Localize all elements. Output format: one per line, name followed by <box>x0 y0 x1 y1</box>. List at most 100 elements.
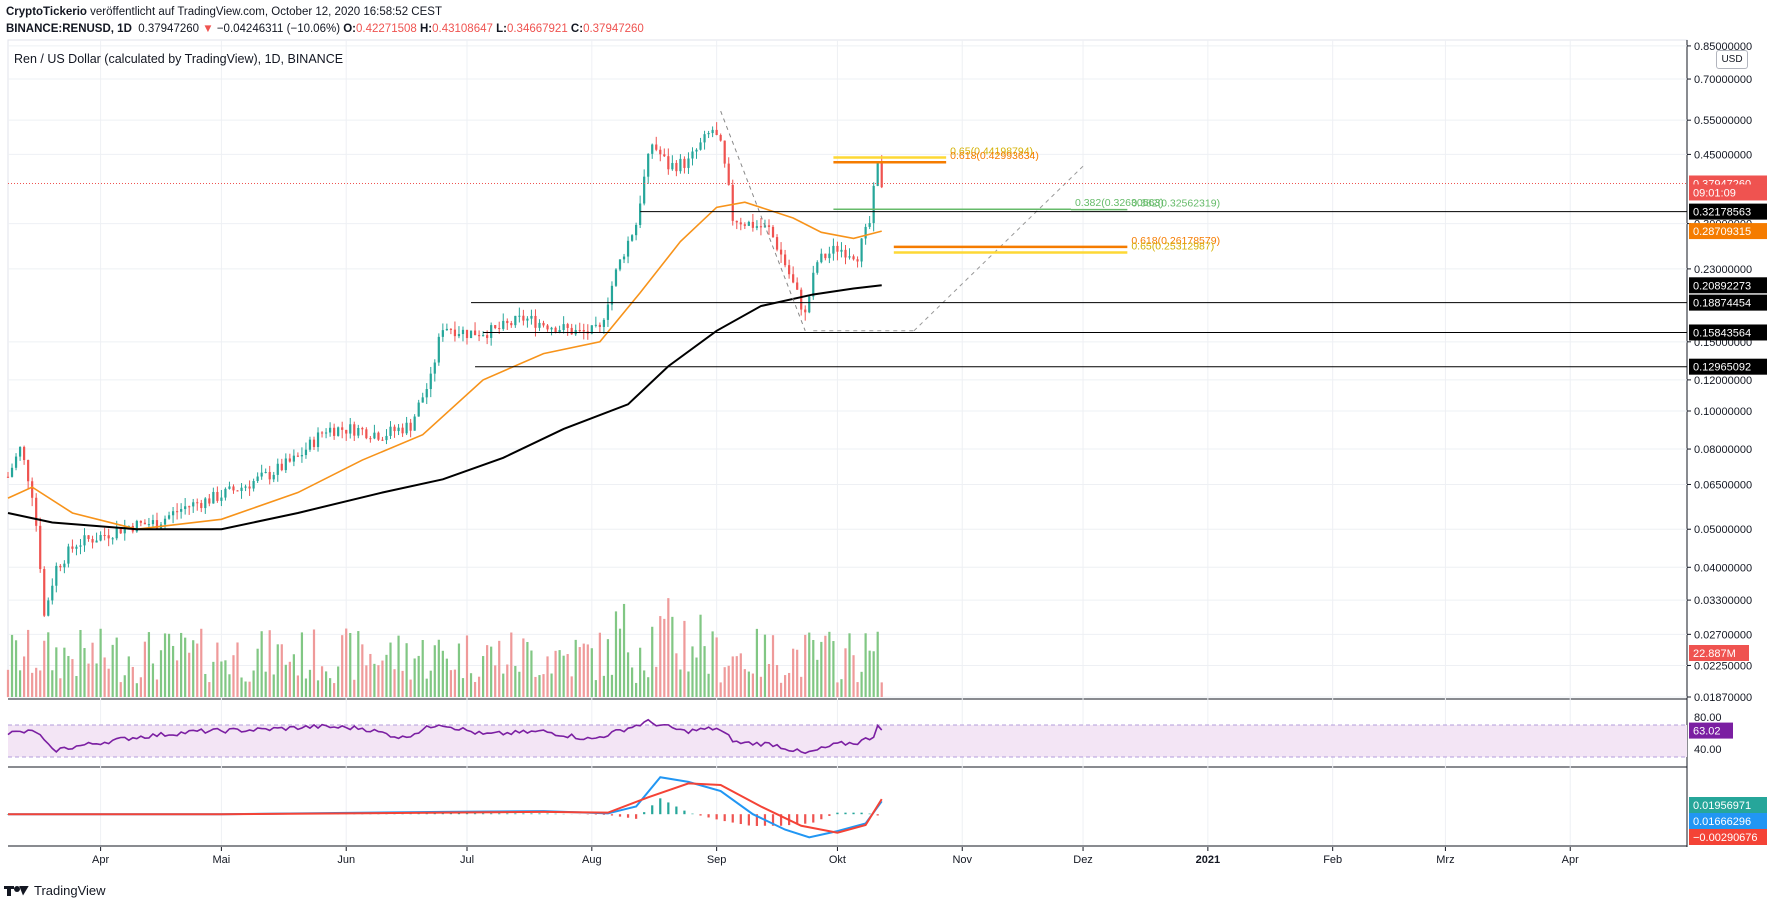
volume-bar <box>562 655 565 697</box>
candle-body <box>292 455 295 462</box>
volume-bar <box>83 648 86 697</box>
price-tick-label: 0.10000000 <box>1694 406 1752 418</box>
candle-body <box>482 335 485 337</box>
candle-body <box>184 506 187 510</box>
candle-body <box>602 319 606 327</box>
volume-bar <box>228 674 231 697</box>
candle-body <box>204 498 207 509</box>
candle-body <box>751 221 754 228</box>
volume-bar <box>695 657 698 697</box>
volume-bar <box>151 663 155 697</box>
volume-bar <box>469 673 473 697</box>
price-label-box <box>1689 203 1767 220</box>
macd-histogram-bar <box>844 812 847 815</box>
macd-histogram-bar <box>618 814 622 817</box>
candle-body <box>200 503 203 509</box>
volume-bar <box>586 644 589 697</box>
macd-histogram-bar <box>490 813 493 815</box>
time-tick-label: Aug <box>582 854 602 866</box>
macd-histogram-bar <box>771 814 775 826</box>
volume-bar <box>864 633 867 697</box>
candle-body <box>836 245 839 252</box>
time-tick-label: 2021 <box>1196 854 1220 866</box>
volume-bar <box>735 656 738 697</box>
volume-bar <box>510 632 513 697</box>
volume-bar <box>622 603 626 697</box>
candle-body <box>437 336 440 363</box>
candle-body <box>860 238 863 262</box>
candle-body <box>312 439 316 447</box>
candle-body <box>667 156 670 170</box>
chart-canvas[interactable]: 0.85000000 0.70000000 0.55000000 0.45000000… <box>0 0 1779 880</box>
candle-body <box>848 256 851 258</box>
macd-histogram-bar <box>715 814 718 820</box>
candle-body <box>828 253 831 259</box>
candle-body <box>417 402 420 417</box>
candle-body <box>542 322 545 326</box>
price-label: 0.18874454 <box>1693 298 1751 310</box>
fib-level-label: 0.65(0.44198794) <box>950 145 1033 157</box>
candle-body <box>445 328 448 331</box>
time-tick-label: Mai <box>213 854 231 866</box>
volume-bar <box>747 671 750 697</box>
price-tick-label: 0.06500000 <box>1694 479 1752 491</box>
rsi-band <box>8 725 1687 757</box>
volume-bar <box>477 676 481 697</box>
candle-body <box>461 329 465 335</box>
volume-bar <box>703 646 706 697</box>
volume-bar <box>361 644 364 697</box>
candle-body <box>614 269 618 286</box>
candle-body <box>558 330 561 333</box>
candle-body <box>876 161 879 186</box>
candle-body <box>526 318 529 321</box>
volume-bar <box>401 670 404 697</box>
candle-body <box>107 535 110 539</box>
currency-badge[interactable]: USD <box>1716 50 1748 69</box>
volume-bar <box>385 654 388 697</box>
candle-body <box>59 565 62 568</box>
volume-bar <box>240 677 243 697</box>
candle-body <box>135 520 138 532</box>
volume-bar <box>699 614 702 697</box>
macd-histogram-bar <box>836 812 839 815</box>
candle-body <box>67 546 70 564</box>
candle-body <box>397 427 400 432</box>
price-label-box <box>1689 223 1767 240</box>
author-name: CryptoTickerio <box>6 6 87 18</box>
candle-body <box>341 427 344 430</box>
volume-bar <box>812 639 815 697</box>
trend-line <box>913 165 1084 332</box>
volume-bar <box>494 665 497 697</box>
volume-bar <box>715 637 718 697</box>
candle-body <box>421 397 424 403</box>
candle-body <box>324 432 328 434</box>
candle-body <box>538 322 541 328</box>
candle-body <box>103 535 106 537</box>
candle-body <box>743 224 746 226</box>
volume-bar <box>429 670 432 697</box>
candle-body <box>405 422 408 434</box>
volume-bar <box>95 663 98 697</box>
candle-body <box>345 429 348 434</box>
price-label-box <box>1689 294 1767 311</box>
volume-bar <box>602 675 606 697</box>
candle-body <box>651 144 654 154</box>
volume-bar <box>405 643 408 697</box>
candle-body <box>333 427 336 436</box>
volume-bar <box>679 669 682 697</box>
candle-body <box>79 545 82 547</box>
volume-bar <box>743 669 746 697</box>
candle-body <box>373 432 376 439</box>
volume-bar <box>212 661 215 697</box>
fib-level-label: 0.65(0.25312987) <box>1131 241 1214 253</box>
volume-bar <box>639 647 642 697</box>
candle-body <box>228 486 231 489</box>
volume-bar <box>413 658 416 697</box>
volume-bar <box>224 660 227 697</box>
volume-bar <box>329 678 332 697</box>
macd-histogram-bar <box>530 813 533 815</box>
candle-body <box>51 585 54 601</box>
candle-body <box>643 176 646 204</box>
price-label: 0.20892273 <box>1693 280 1751 292</box>
rsi-tick-label: 40.00 <box>1694 744 1722 756</box>
